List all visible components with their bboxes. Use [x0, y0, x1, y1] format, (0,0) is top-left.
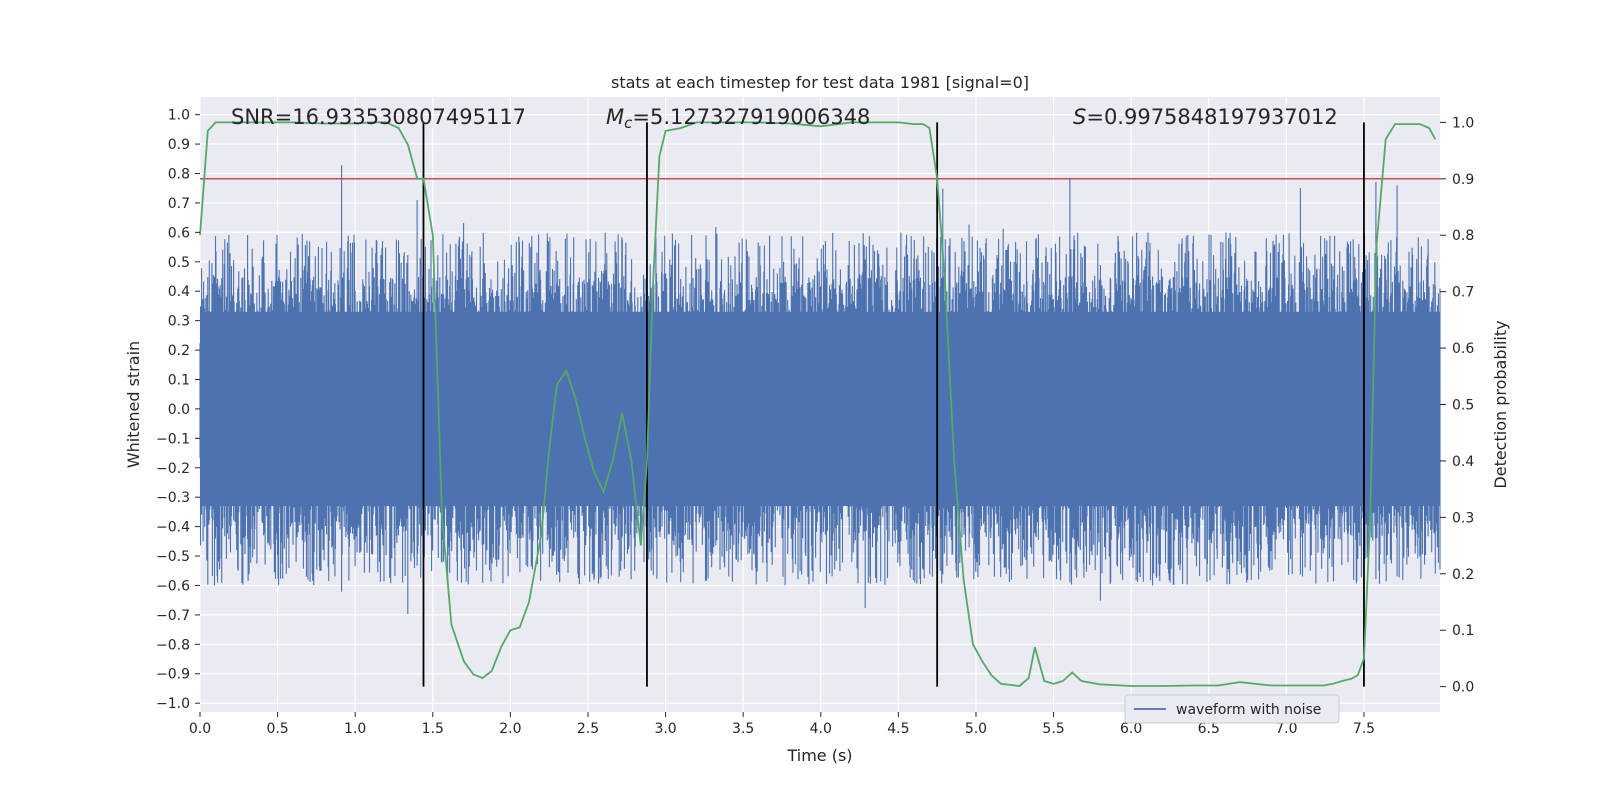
score-symbol: S: [1073, 105, 1086, 129]
left-y-tick-label: −0.9: [156, 667, 190, 683]
chart-title: stats at each timestep for test data 198…: [611, 73, 1029, 92]
right-y-tick-label: 0.9: [1452, 172, 1474, 188]
left-y-tick-label: 0.9: [168, 137, 190, 153]
score-value: =0.9975848197937012: [1086, 105, 1337, 129]
legend-box: [1124, 694, 1340, 724]
left-y-axis-ticks: 1.0 0.9 0.8 0.7 0.6 0.5 0.4 0.3 0.2 0.1 0.0 −0.1 −0.…: [156, 108, 200, 712]
left-y-tick-label: −0.1: [156, 431, 190, 447]
x-tick-label: 5.5: [1042, 721, 1064, 737]
x-tick-label: 3.0: [654, 721, 676, 737]
x-axis-label: Time (s): [786, 746, 852, 765]
x-tick-label: 7.0: [1275, 721, 1297, 737]
right-y-tick-label: 0.8: [1452, 228, 1474, 244]
left-y-tick-label: 0.8: [168, 167, 190, 183]
left-y-tick-label: 0.4: [168, 284, 190, 300]
x-tick-label: 1.0: [344, 721, 366, 737]
left-y-tick-label: −0.3: [156, 490, 190, 506]
left-y-tick-label: −0.6: [156, 578, 190, 594]
right-y-tick-label: 0.4: [1452, 454, 1474, 470]
left-y-tick-label: −0.5: [156, 549, 190, 565]
left-y-tick-label: 1.0: [168, 108, 190, 124]
right-y-axis-ticks: 1.0 0.9 0.8 0.7 0.6 0.5 0.4 0.3 0.2 0.1 0.0: [1440, 115, 1474, 696]
waveform-dense-band: [200, 311, 1440, 507]
right-y-tick-label: 0.6: [1452, 341, 1474, 357]
left-y-tick-label: −1.0: [156, 696, 190, 712]
waveform-with-noise-series: [199, 165, 1441, 614]
left-y-tick-label: −0.7: [156, 608, 190, 624]
left-y-tick-label: 0.2: [168, 343, 190, 359]
chirp-mass-symbol: M: [606, 105, 624, 129]
left-y-tick-label: 0.1: [168, 372, 190, 388]
x-tick-label: 6.5: [1198, 721, 1220, 737]
x-tick-label: 4.0: [810, 721, 832, 737]
x-tick-label: 1.5: [422, 721, 444, 737]
left-y-tick-label: 0.3: [168, 314, 190, 330]
x-tick-label: 4.5: [887, 721, 909, 737]
x-tick-label: 0.0: [189, 721, 211, 737]
right-y-tick-label: 0.3: [1452, 510, 1474, 526]
detection-probability-line: [199, 121, 1437, 687]
score-annotation: S=0.9975848197937012: [1073, 105, 1338, 129]
right-y-tick-label: 1.0: [1452, 115, 1474, 131]
x-tick-label: 2.0: [499, 721, 521, 737]
left-y-tick-label: 0.0: [168, 402, 190, 418]
right-y-tick-label: 0.2: [1452, 567, 1474, 583]
x-tick-label: 6.0: [1120, 721, 1142, 737]
left-y-axis-label: Whitened strain: [124, 341, 143, 468]
left-y-tick-label: −0.8: [156, 637, 190, 653]
x-tick-label: 5.0: [965, 721, 987, 737]
chirp-mass-annotation: Mc=5.127327919006348: [606, 105, 870, 132]
vertical-markers: [422, 122, 1365, 687]
snr-annotation: SNR=16.933530807495117: [231, 105, 526, 129]
left-y-tick-label: 0.6: [168, 225, 190, 241]
right-y-tick-label: 0.7: [1452, 285, 1474, 301]
left-y-tick-label: −0.2: [156, 461, 190, 477]
x-tick-label: 2.5: [577, 721, 599, 737]
x-axis-ticks: 0.0 0.5 1.0 1.5 2.0 2.5 3.0 3.5 4.0 4.5 5.0 5.5 6.0 6…: [189, 712, 1375, 737]
x-tick-label: 7.5: [1353, 721, 1375, 737]
right-y-tick-label: 0.1: [1452, 623, 1474, 639]
chirp-mass-subscript: c: [624, 114, 633, 132]
right-y-tick-label: 0.5: [1452, 398, 1474, 414]
chirp-mass-value: =5.127327919006348: [632, 105, 870, 129]
left-y-tick-label: 0.7: [168, 196, 190, 212]
legend: waveform with noise: [1124, 694, 1340, 724]
x-tick-label: 0.5: [266, 721, 288, 737]
right-y-tick-label: 0.0: [1452, 680, 1474, 696]
left-y-tick-label: 0.5: [168, 255, 190, 271]
left-y-tick-label: −0.4: [156, 520, 190, 536]
legend-label-waveform: waveform with noise: [1176, 702, 1321, 718]
right-y-axis-label: Detection probability: [1491, 320, 1510, 488]
x-tick-label: 3.5: [732, 721, 754, 737]
